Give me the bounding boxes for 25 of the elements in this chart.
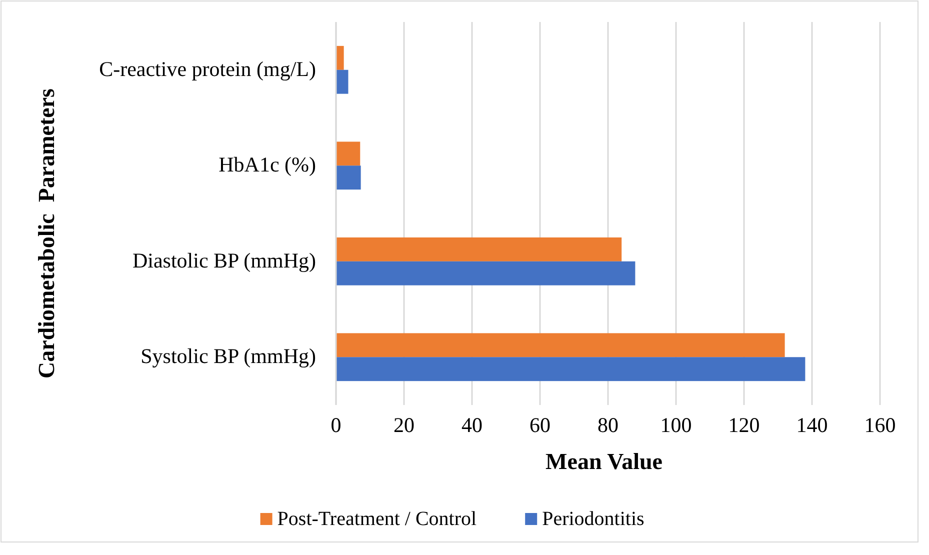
x-tick-label: 100 <box>660 413 692 437</box>
bar <box>336 237 622 262</box>
y-tick-label: C-reactive protein (mg/L) <box>99 56 316 81</box>
x-tick-label: 140 <box>796 413 828 437</box>
x-tick-label: 160 <box>864 413 896 437</box>
y-tick-label: HbA1c (%) <box>218 152 316 177</box>
x-tick-label: 0 <box>330 413 342 437</box>
x-tick-label: 80 <box>598 413 618 437</box>
bar <box>336 70 348 94</box>
bar <box>336 166 361 190</box>
bar <box>336 333 785 358</box>
x-tick-label: 20 <box>394 413 414 437</box>
legend-label: Post-Treatment / Control <box>277 508 478 530</box>
x-tick-label: 60 <box>530 413 550 437</box>
y-tick-label: Systolic BP (mmHg) <box>140 344 316 368</box>
bar <box>336 261 636 286</box>
x-axis-title: Mean Value <box>546 449 662 474</box>
bar <box>336 357 806 382</box>
y-tick-label: Diastolic BP (mmHg) <box>132 248 316 272</box>
x-tick-label: 120 <box>728 413 760 437</box>
y-axis-title: Cardiometabolic Parameters <box>34 88 59 378</box>
bar <box>336 46 344 70</box>
x-tick-label: 40 <box>462 413 482 437</box>
legend-label: Periodontitis <box>542 508 645 530</box>
bar <box>336 142 360 166</box>
